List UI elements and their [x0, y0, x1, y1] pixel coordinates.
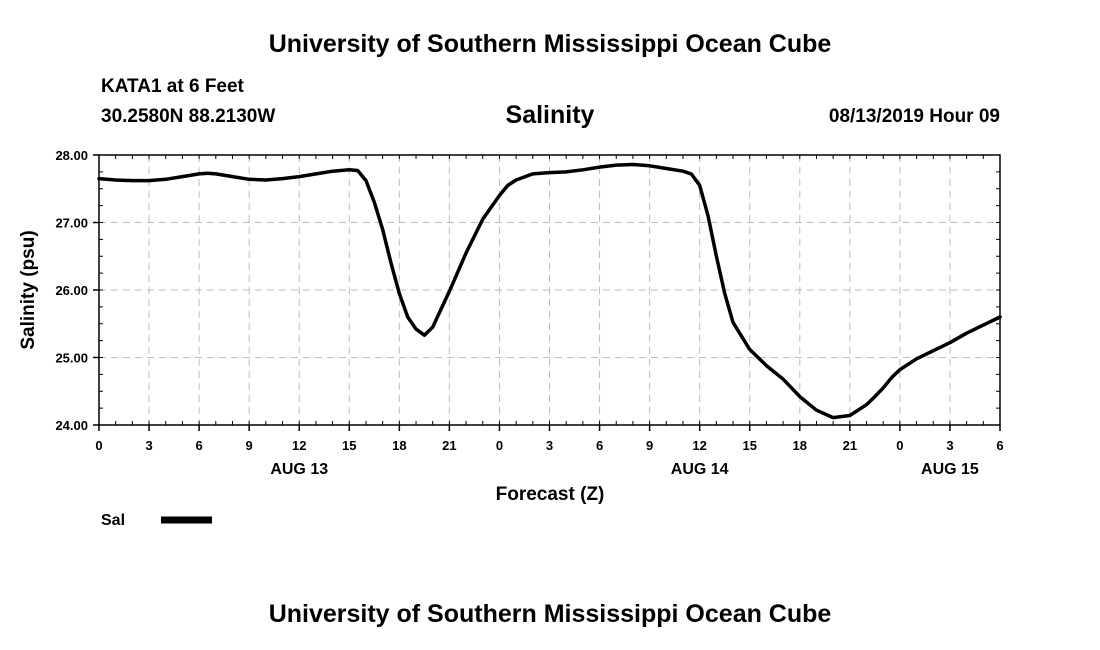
x-tick-label: 9 [246, 438, 253, 453]
x-tick-label: 6 [596, 438, 603, 453]
chart-title: Salinity [505, 101, 595, 129]
footer-title: University of Southern Mississippi Ocean… [268, 600, 832, 628]
timestamp-label: 08/13/2019 Hour 09 [828, 106, 1000, 127]
grid-lines [99, 155, 1000, 425]
legend-label: Sal [101, 512, 125, 529]
x-tick-label: 6 [195, 438, 202, 453]
series-layer [97, 162, 1002, 420]
x-tick-label: 12 [692, 438, 706, 453]
x-tick-label: 12 [292, 438, 306, 453]
x-tick-label: 21 [843, 438, 857, 453]
y-tick-label: 26.00 [55, 283, 88, 298]
date-label: AUG 13 [270, 461, 328, 478]
x-tick-label: 18 [392, 438, 406, 453]
y-tick-label: 24.00 [55, 418, 88, 433]
tick-labels: 24.00 25.00 26.00 27.00 28.00 0 3 6 9 12 15 18 21 0 3 6… [55, 148, 1003, 478]
date-label: AUG 14 [671, 461, 729, 478]
x-tick-label: 21 [442, 438, 456, 453]
x-tick-label: 6 [996, 438, 1003, 453]
coordinates-label: 30.2580N 88.2130W [101, 106, 276, 127]
x-tick-label: 3 [946, 438, 953, 453]
axis-ticks [93, 154, 1001, 431]
x-tick-label: 18 [793, 438, 807, 453]
x-tick-label: 0 [896, 438, 903, 453]
series-line-sal [97, 162, 1002, 420]
x-axis-label: Forecast (Z) [496, 484, 605, 505]
x-tick-label: 15 [742, 438, 756, 453]
x-tick-label: 0 [95, 438, 102, 453]
y-tick-label: 28.00 [55, 148, 88, 163]
date-label: AUG 15 [921, 461, 979, 478]
y-tick-label: 27.00 [55, 216, 88, 231]
x-tick-label: 3 [546, 438, 553, 453]
x-tick-label: 3 [145, 438, 152, 453]
page-title: University of Southern Mississippi Ocean… [268, 30, 832, 58]
x-tick-label: 15 [342, 438, 356, 453]
plot-frame [98, 154, 1001, 426]
y-tick-label: 25.00 [55, 351, 88, 366]
x-tick-label: 0 [496, 438, 503, 453]
station-label: KATA1 at 6 Feet [101, 76, 244, 97]
legend: Sal [101, 512, 212, 529]
x-tick-label: 9 [646, 438, 653, 453]
y-axis-label: Salinity (psu) [18, 230, 39, 349]
